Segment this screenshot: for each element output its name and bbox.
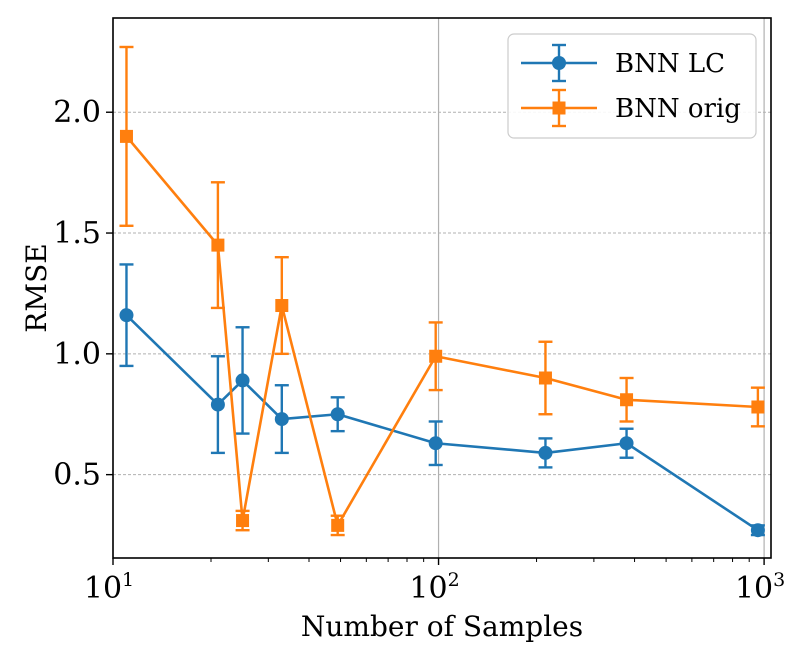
data-point <box>235 373 250 388</box>
data-point <box>750 523 765 538</box>
data-point <box>538 371 552 385</box>
legend: BNN LC BNN orig <box>507 33 757 139</box>
y-tick-label: 0.5 <box>53 458 101 493</box>
data-point <box>330 407 345 422</box>
x-tick-label: 103 <box>735 569 785 606</box>
data-point <box>619 436 634 451</box>
y-tick-label: 1.5 <box>53 216 101 251</box>
data-point <box>210 397 225 412</box>
data-point <box>211 238 225 252</box>
data-point <box>119 129 133 143</box>
data-point <box>275 299 289 313</box>
data-point <box>119 308 134 323</box>
legend-label: BNN orig <box>615 94 741 124</box>
data-point <box>274 412 289 427</box>
data-point <box>429 349 443 363</box>
legend-marker <box>552 56 566 70</box>
y-tick-label: 2.0 <box>53 95 101 130</box>
series-bnn-lc <box>119 263 765 538</box>
ticks: 0.5 1.0 1.5 2.0 101 102 103 <box>53 95 785 606</box>
legend-marker <box>552 101 566 115</box>
x-tick-label: 102 <box>409 569 459 606</box>
legend-entry: BNN orig <box>521 88 741 128</box>
data-point <box>751 400 765 414</box>
data-point <box>538 445 553 460</box>
series-bnn-orig <box>119 45 765 537</box>
x-tick-label: 101 <box>84 569 134 606</box>
legend-label: BNN LC <box>615 49 725 79</box>
data-point <box>331 518 345 532</box>
legend-box <box>507 33 757 139</box>
y-axis-label: RMSE <box>20 243 53 332</box>
series-layer <box>119 45 765 538</box>
x-axis-label: Number of Samples <box>301 610 583 643</box>
data-point <box>620 393 634 407</box>
data-point <box>236 514 250 528</box>
plot-frame <box>112 17 772 559</box>
legend-entry: BNN LC <box>521 43 725 83</box>
data-point <box>428 436 443 451</box>
series-line <box>125 314 759 532</box>
y-tick-label: 1.0 <box>53 337 101 372</box>
